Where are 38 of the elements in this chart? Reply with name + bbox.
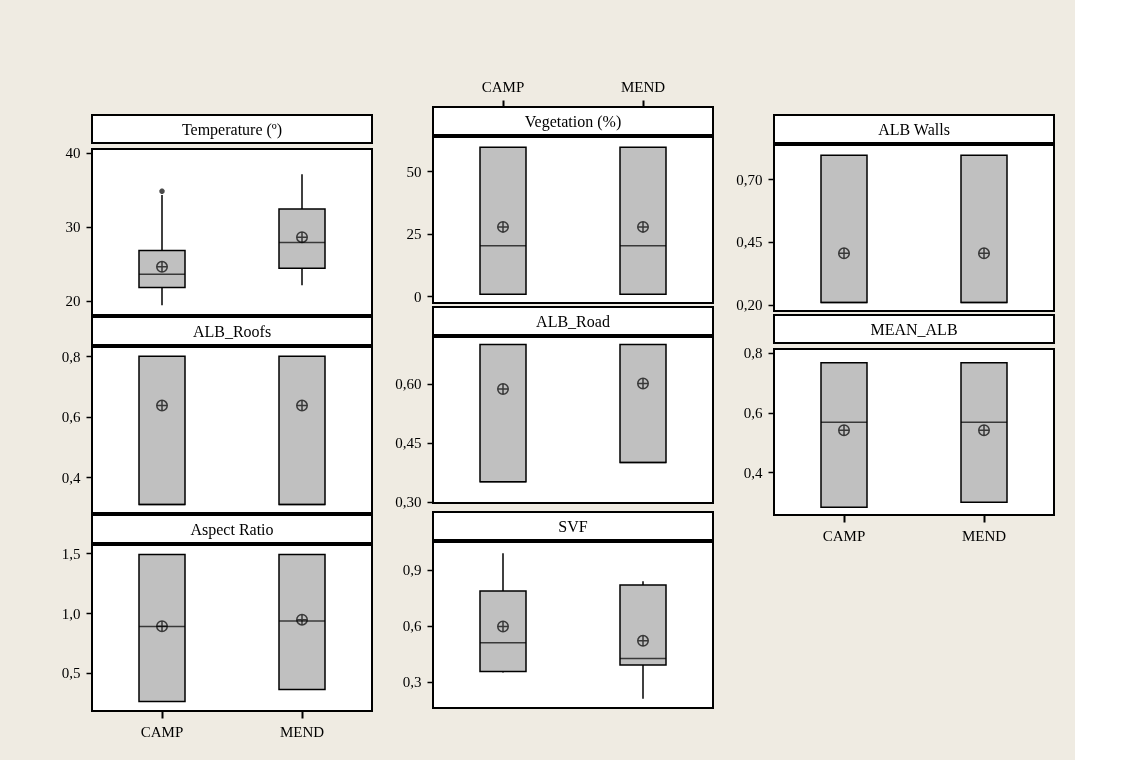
x-tick-label: MEND <box>279 723 325 740</box>
y-tick-label: 0,8 <box>743 345 763 362</box>
y-tick-label: 0,6 <box>743 405 763 422</box>
chart-title: Temperature (º) <box>181 121 283 139</box>
chart-title: SVF <box>558 518 588 535</box>
y-tick-label: 1,5 <box>61 545 81 562</box>
chart-title: Aspect Ratio <box>190 521 274 539</box>
y-tick-label: 0,70 <box>736 171 763 188</box>
y-tick-label: 30 <box>65 219 81 236</box>
y-tick-label: 25 <box>406 226 422 243</box>
y-tick-label: 0,6 <box>61 409 81 426</box>
y-tick-label: 0,5 <box>61 665 81 682</box>
y-tick-label: 0,8 <box>61 348 81 365</box>
y-tick-label: 0,6 <box>402 618 422 635</box>
x-tick-label: CAMP <box>822 527 866 544</box>
chart-title: Vegetation (%) <box>524 113 622 131</box>
y-tick-label: 0,4 <box>61 469 81 486</box>
y-tick-label: 0,45 <box>736 234 763 251</box>
y-tick-label: 40 <box>65 145 81 162</box>
chart-title: ALB Walls <box>878 121 950 138</box>
y-tick-label: 0,45 <box>395 435 422 452</box>
y-tick-label: 0,3 <box>402 674 422 691</box>
y-tick-label: 50 <box>406 163 422 180</box>
y-tick-label: 0,9 <box>402 562 422 579</box>
chart-title: ALB_Roofs <box>192 323 272 340</box>
chart-title: ALB_Road <box>536 313 610 330</box>
y-tick-label: 0,60 <box>395 376 422 393</box>
y-tick-label: 0,30 <box>395 494 422 511</box>
y-tick-label: 0 <box>414 288 422 305</box>
y-tick-label: 0,4 <box>743 464 763 481</box>
y-tick-label: 1,0 <box>61 605 81 622</box>
y-tick-label: 20 <box>65 293 81 310</box>
x-tick-label: CAMP <box>481 78 525 95</box>
x-tick-label: MEND <box>620 78 666 95</box>
chart-title: MEAN_ALB <box>870 321 958 338</box>
x-tick-label: CAMP <box>140 723 184 740</box>
x-tick-label: MEND <box>961 527 1007 544</box>
y-tick-label: 0,20 <box>736 297 763 314</box>
